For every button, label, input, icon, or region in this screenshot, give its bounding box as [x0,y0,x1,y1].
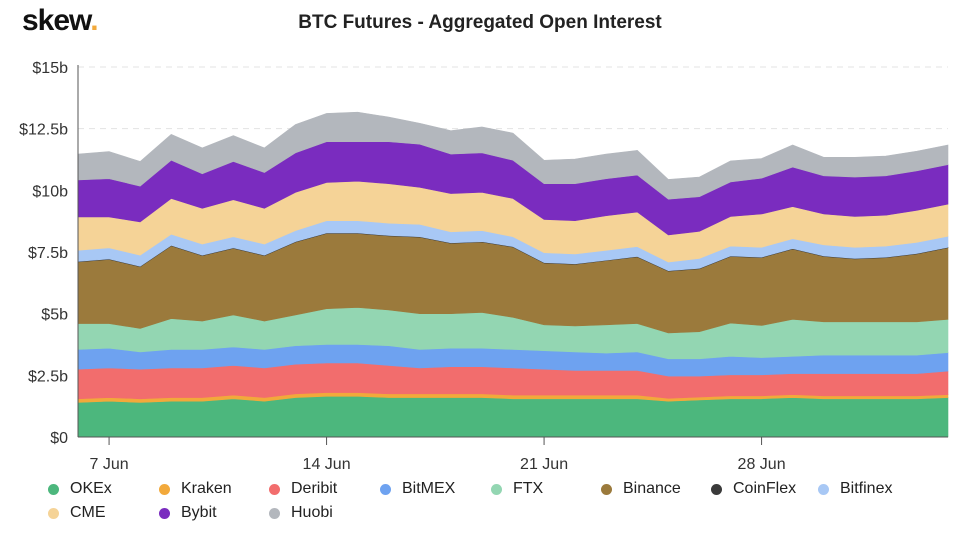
legend-item-binance[interactable]: Binance [601,480,681,498]
x-tick-label: 28 Jun [738,456,786,473]
y-tick-label: $5b [41,307,68,324]
legend-label: Huobi [291,504,333,521]
y-tick-label: $0 [50,430,68,447]
legend-swatch [269,483,280,495]
legend-label: Deribit [291,480,338,497]
y-tick-label: $12.5b [19,122,68,139]
stacked-areas [77,111,949,438]
legend-label: BitMEX [402,480,456,497]
legend-swatch [491,483,502,495]
area-series-huobi[interactable] [77,111,949,200]
legend-label: FTX [513,480,544,497]
legend-swatch [380,483,391,495]
chart-title: BTC Futures - Aggregated Open Interest [298,12,662,33]
x-tick-label: 14 Jun [303,456,351,473]
legend-swatch [269,507,280,519]
legend-item-bybit[interactable]: Bybit [159,504,217,522]
area-series-okex[interactable] [77,396,949,438]
y-tick-label: $2.5b [28,368,68,385]
legend-item-coinflex[interactable]: CoinFlex [711,480,796,498]
legend-swatch [159,483,170,495]
legend-swatch [48,507,59,519]
x-tick-label: 21 Jun [520,456,568,473]
axes: $0 $2.5b $5b $7.5b $10b $12.5b $15b 7 Jun 14 Jun… [19,60,948,473]
legend-item-okex[interactable]: OKEx [48,480,112,498]
legend-item-kraken[interactable]: Kraken [159,480,232,498]
legend-label: Kraken [181,480,232,497]
legend-item-cme[interactable]: CME [48,504,106,522]
legend-item-deribit[interactable]: Deribit [269,480,337,498]
legend-label: CoinFlex [733,480,797,497]
y-tick-label: $7.5b [28,245,68,262]
logo-dot: . [90,4,98,37]
x-tick-label: 7 Jun [90,456,129,473]
legend-swatch [601,483,612,495]
legend-swatch [159,507,170,519]
skew-logo: skew. [22,4,99,38]
legend-label: Binance [623,480,681,497]
legend-label: Bitfinex [840,480,893,497]
legend-label: Bybit [181,504,217,521]
y-tick-label: $15b [32,60,68,77]
legend-swatch [711,483,722,495]
legend-label: CME [70,504,106,521]
legend-item-bitfinex[interactable]: Bitfinex [818,480,892,498]
y-tick-label: $10b [32,183,68,200]
legend-swatch [818,483,829,495]
legend-item-bitmex[interactable]: BitMEX [380,480,455,498]
logo-text: skew [22,4,91,37]
legend-item-huobi[interactable]: Huobi [269,504,333,522]
legend-swatch [48,483,59,495]
legend-label: OKEx [70,480,112,497]
legend-item-ftx[interactable]: FTX [491,480,543,498]
